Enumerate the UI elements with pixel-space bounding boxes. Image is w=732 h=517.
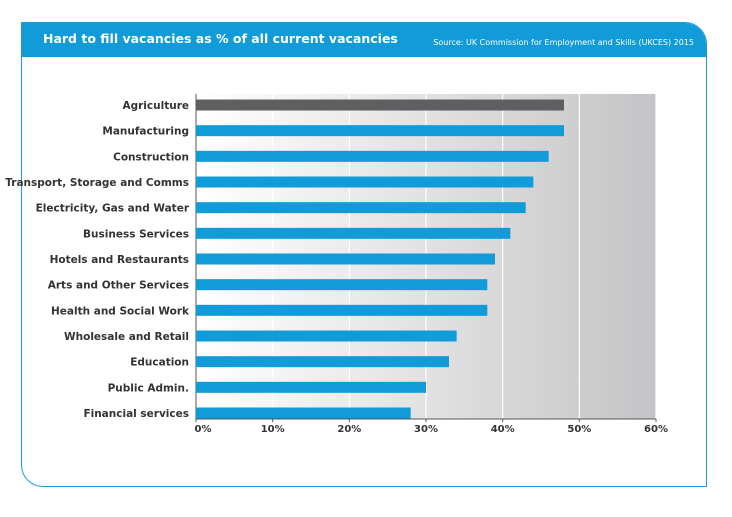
bar-construction	[196, 150, 549, 162]
chart-header: Hard to fill vacancies as % of all curre…	[22, 23, 706, 57]
tick-label: 20%	[337, 424, 361, 435]
bar-education	[196, 356, 449, 368]
bar-agriculture	[196, 99, 564, 111]
tick-label: 60%	[644, 424, 668, 435]
bar-public-admin	[196, 381, 426, 393]
tick-label: 0%	[195, 424, 212, 435]
chart-source: Source: UK Commission for Employment and…	[433, 38, 694, 47]
category-label: Hotels and Restaurants	[50, 254, 189, 266]
category-label: Electricity, Gas and Water	[36, 203, 190, 215]
bar-arts-and-other-services	[196, 279, 488, 291]
tick-label: 40%	[491, 424, 515, 435]
category-label: Transport, Storage and Comms	[5, 177, 189, 189]
bar-electricity-gas-and-water	[196, 202, 526, 214]
bars	[196, 99, 564, 419]
chart-title: Hard to fill vacancies as % of all curre…	[43, 31, 398, 46]
category-label: Education	[130, 357, 189, 369]
category-label: Manufacturing	[102, 126, 189, 138]
category-label: Arts and Other Services	[48, 280, 189, 292]
category-label: Public Admin.	[108, 382, 189, 394]
tick-label: 50%	[567, 424, 591, 435]
category-label: Health and Social Work	[51, 305, 190, 317]
category-label: Agriculture	[122, 100, 189, 112]
bar-hotels-and-restaurants	[196, 253, 495, 265]
bar-transport-storage-and-comms	[196, 176, 534, 188]
category-labels: Agriculture Manufacturing Construction Tran…	[5, 100, 190, 420]
category-label: Business Services	[83, 228, 189, 240]
category-label: Financial services	[83, 408, 189, 420]
tick-label: 10%	[261, 424, 285, 435]
category-label: Wholesale and Retail	[64, 331, 189, 343]
bar-business-services	[196, 227, 511, 239]
bar-health-and-social-work	[196, 304, 488, 316]
bar-wholesale-and-retail	[196, 330, 457, 342]
tick-label: 30%	[414, 424, 438, 435]
category-label: Construction	[113, 151, 189, 163]
tick-labels: 0% 10% 20% 30% 40% 50% 60%	[195, 424, 668, 435]
bar-financial-services	[196, 407, 411, 419]
bar-manufacturing	[196, 125, 564, 137]
